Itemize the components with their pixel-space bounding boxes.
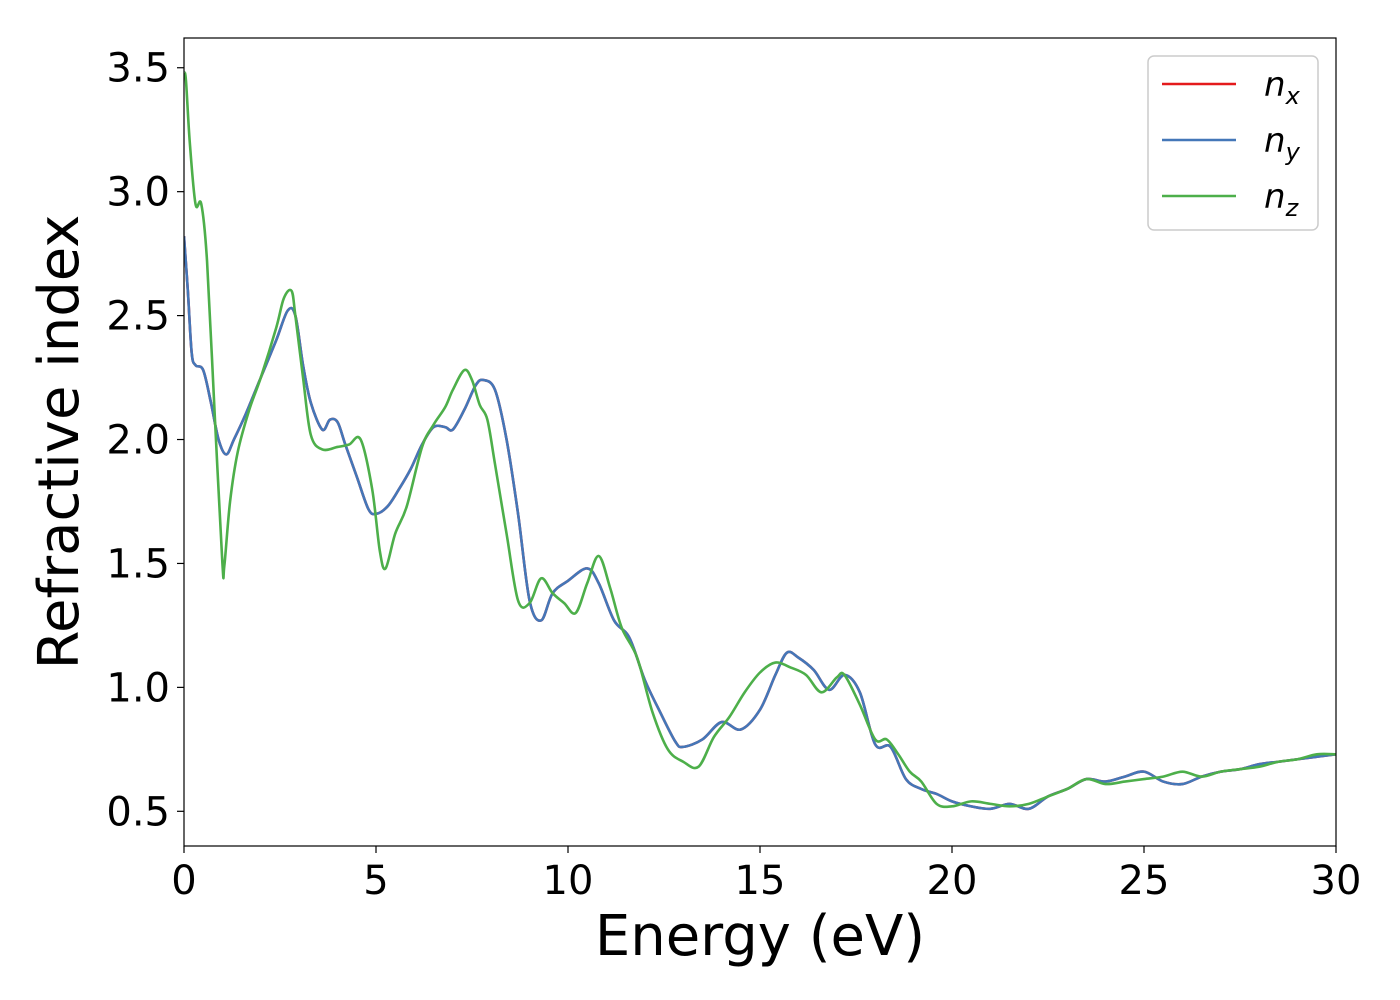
y-tick-label: 3.0 (106, 170, 170, 216)
series-layer (184, 71, 1336, 811)
y-axis-label: Refractive index (27, 215, 92, 670)
legend-entries: nx ny nz (1162, 65, 1301, 222)
legend-label-n-y: ny (1264, 121, 1301, 166)
x-tick-label: 30 (1311, 858, 1362, 904)
series-line-n-x (184, 236, 1336, 811)
series-line-n-y (184, 236, 1336, 811)
y-tick-label: 1.0 (106, 665, 170, 711)
y-tick-label: 0.5 (106, 789, 170, 835)
legend-label-n-z: nz (1264, 177, 1300, 222)
x-tick-label: 20 (927, 858, 978, 904)
y-tick-label: 2.5 (106, 294, 170, 340)
y-axis-ticks: 0.5 1.0 1.5 2.0 2.5 3.0 3.5 (106, 46, 184, 835)
x-tick-label: 15 (735, 858, 786, 904)
y-tick-label: 3.5 (106, 46, 170, 92)
y-tick-label: 2.0 (106, 418, 170, 464)
x-axis-ticks: 0 5 10 15 20 25 30 (171, 846, 1361, 904)
x-axis-label: Energy (eV) (595, 904, 925, 969)
x-tick-label: 10 (543, 858, 594, 904)
x-tick-label: 25 (1119, 858, 1170, 904)
x-tick-label: 5 (363, 858, 388, 904)
legend-box (1147, 55, 1319, 231)
series-line-n-z (184, 71, 1336, 809)
y-tick-label: 1.5 (106, 541, 170, 587)
x-tick-label: 0 (171, 858, 196, 904)
legend: nx ny nz (1147, 55, 1319, 231)
legend-label-n-x: nx (1264, 65, 1301, 110)
